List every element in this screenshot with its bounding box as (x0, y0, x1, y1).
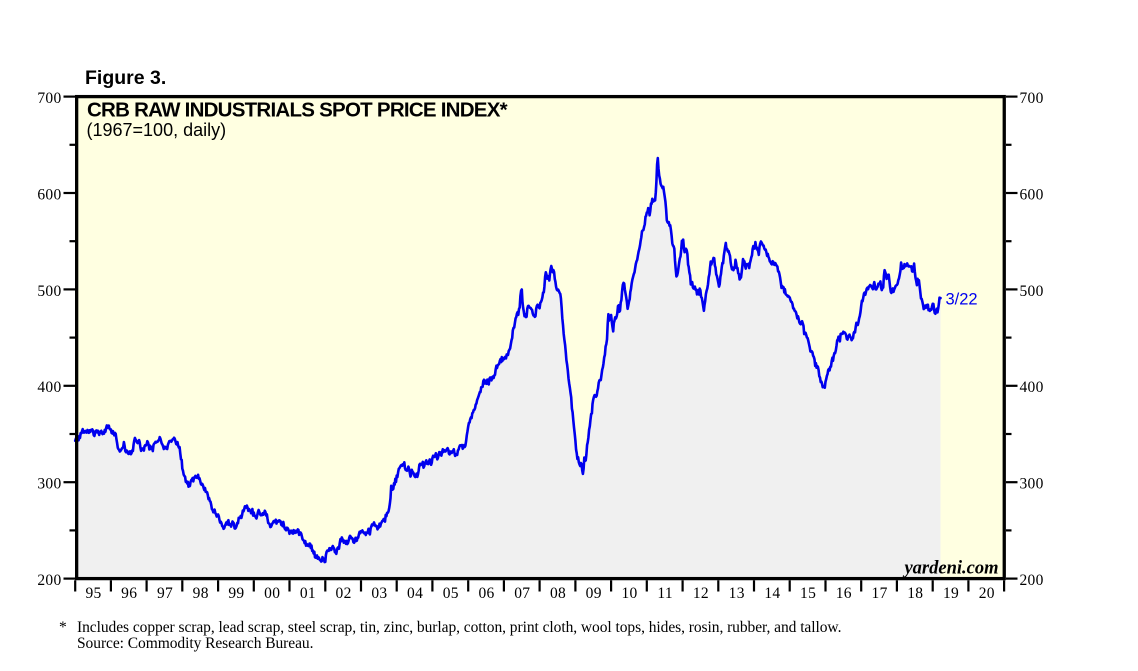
svg-text:Includes copper scrap, lead sc: Includes copper scrap, lead scrap, steel… (77, 619, 841, 636)
svg-text:400: 400 (37, 379, 61, 396)
svg-text:700: 700 (37, 90, 61, 107)
svg-text:500: 500 (37, 283, 61, 300)
svg-text:17: 17 (872, 585, 888, 602)
svg-text:07: 07 (514, 585, 530, 602)
svg-text:200: 200 (37, 572, 61, 589)
svg-text:95: 95 (85, 585, 101, 602)
svg-text:97: 97 (157, 585, 173, 602)
svg-text:(1967=100, daily): (1967=100, daily) (87, 120, 227, 140)
svg-text:05: 05 (443, 585, 459, 602)
svg-text:16: 16 (836, 585, 852, 602)
svg-text:Source: Commodity Research Bur: Source: Commodity Research Bureau. (77, 635, 313, 652)
svg-text:20: 20 (979, 585, 995, 602)
svg-text:11: 11 (657, 585, 673, 602)
svg-text:04: 04 (407, 585, 423, 602)
svg-text:CRB RAW INDUSTRIALS SPOT PRICE: CRB RAW INDUSTRIALS SPOT PRICE INDEX* (87, 98, 508, 121)
svg-text:12: 12 (693, 585, 709, 602)
svg-text:08: 08 (550, 585, 566, 602)
svg-text:02: 02 (336, 585, 352, 602)
svg-text:13: 13 (729, 585, 745, 602)
svg-text:200: 200 (1020, 572, 1044, 589)
svg-text:19: 19 (943, 585, 959, 602)
svg-text:600: 600 (1020, 186, 1044, 203)
svg-text:700: 700 (1020, 90, 1044, 107)
svg-text:00: 00 (264, 585, 280, 602)
svg-text:400: 400 (1020, 379, 1044, 396)
svg-text:300: 300 (37, 476, 61, 493)
svg-text:600: 600 (37, 186, 61, 203)
svg-text:98: 98 (193, 585, 209, 602)
svg-text:06: 06 (478, 585, 494, 602)
svg-text:*: * (59, 619, 67, 636)
svg-text:Figure 3.: Figure 3. (85, 67, 166, 89)
svg-text:yardeni.com: yardeni.com (902, 559, 998, 579)
svg-text:300: 300 (1020, 476, 1044, 493)
svg-text:09: 09 (586, 585, 602, 602)
svg-text:01: 01 (300, 585, 316, 602)
svg-text:18: 18 (907, 585, 923, 602)
svg-text:03: 03 (371, 585, 387, 602)
svg-text:10: 10 (621, 585, 637, 602)
svg-text:500: 500 (1020, 283, 1044, 300)
svg-text:99: 99 (228, 585, 244, 602)
svg-text:15: 15 (800, 585, 816, 602)
svg-text:14: 14 (764, 585, 780, 602)
svg-text:96: 96 (121, 585, 137, 602)
svg-text:3/22: 3/22 (946, 291, 978, 309)
